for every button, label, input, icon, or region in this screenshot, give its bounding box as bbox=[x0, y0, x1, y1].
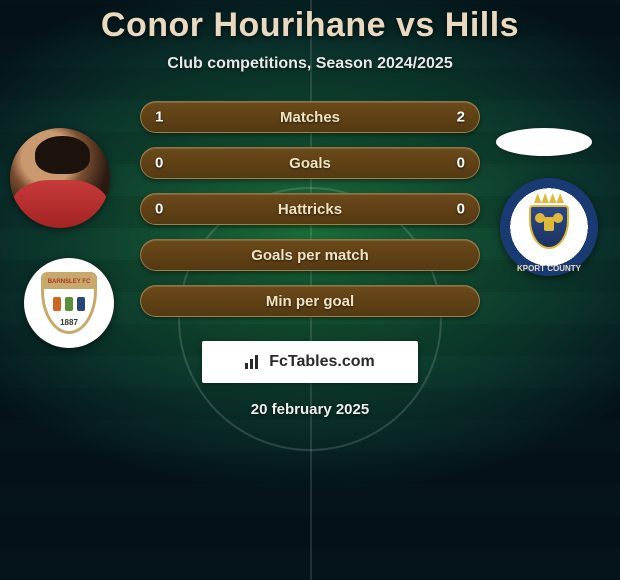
stat-row-goals: 0 Goals 0 bbox=[140, 147, 480, 179]
club-left-emblems bbox=[53, 289, 85, 318]
stat-left-value: 1 bbox=[155, 109, 163, 126]
brand-text: FcTables.com bbox=[269, 353, 375, 371]
stat-row-mpg: Min per goal bbox=[140, 285, 480, 317]
stat-row-gpm: Goals per match bbox=[140, 239, 480, 271]
stat-left-value: 0 bbox=[155, 201, 163, 218]
stat-row-matches: 1 Matches 2 bbox=[140, 101, 480, 133]
club-left-shield: BARNSLEY FC 1887 bbox=[41, 272, 97, 334]
stat-right-value: 0 bbox=[457, 201, 465, 218]
stat-label: Goals bbox=[289, 155, 331, 172]
club-right-ring-text: KPORT COUNTY bbox=[500, 178, 598, 276]
club-left-badge: BARNSLEY FC 1887 bbox=[24, 258, 114, 348]
player-left-photo bbox=[10, 128, 110, 228]
stat-label: Hattricks bbox=[278, 201, 342, 218]
player-right-placeholder bbox=[496, 128, 592, 156]
stat-right-value: 0 bbox=[457, 155, 465, 172]
club-left-banner: BARNSLEY FC bbox=[44, 275, 94, 289]
page-title: Conor Hourihane vs Hills bbox=[0, 6, 620, 45]
subtitle: Club competitions, Season 2024/2025 bbox=[0, 55, 620, 73]
stats-list: 1 Matches 2 0 Goals 0 0 Hattricks 0 Goal… bbox=[140, 101, 480, 317]
club-right-badge: KPORT COUNTY bbox=[500, 178, 598, 276]
club-left-year: 1887 bbox=[60, 318, 78, 327]
brand-bars-icon bbox=[245, 355, 263, 369]
stat-left-value: 0 bbox=[155, 155, 163, 172]
stage: Conor Hourihane vs Hills Club competitio… bbox=[0, 0, 620, 580]
stat-right-value: 2 bbox=[457, 109, 465, 126]
stat-label: Matches bbox=[280, 109, 340, 126]
stat-label: Goals per match bbox=[251, 247, 369, 264]
stat-row-hattricks: 0 Hattricks 0 bbox=[140, 193, 480, 225]
brand-box: FcTables.com bbox=[202, 341, 418, 383]
stat-label: Min per goal bbox=[266, 293, 354, 310]
date-text: 20 february 2025 bbox=[0, 401, 620, 418]
